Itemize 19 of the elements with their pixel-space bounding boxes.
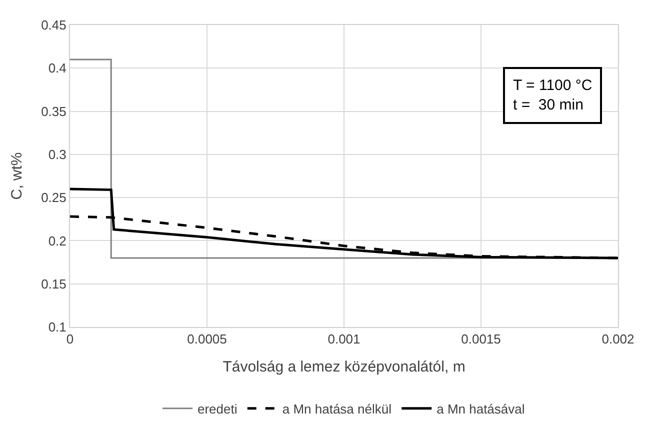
y-tick-label: 0.1 [48, 320, 66, 335]
legend-label: a Mn hatása nélkül [282, 401, 392, 416]
x-tick-label: 0.002 [602, 332, 634, 347]
legend-label: a Mn hatásával [436, 401, 525, 416]
y-tick-label: 0.25 [41, 190, 66, 206]
annotation: T = 1100 °C t = 30 min [513, 77, 592, 114]
x-axis-title: Távolság a lemez középvonalától, m [222, 358, 466, 376]
y-tick-label: 0.3 [48, 146, 66, 162]
y-tick-label: 0.4 [48, 60, 66, 76]
x-tick-label: 0 [66, 332, 74, 347]
y-tick-label: 0.45 [41, 18, 66, 33]
legend-label: eredeti [198, 401, 238, 416]
y-axis-title: C, wt% [8, 152, 26, 200]
x-tick-label: 0.001 [328, 332, 360, 347]
x-tick-label: 0.0015 [461, 332, 501, 347]
y-tick-label: 0.15 [41, 276, 66, 292]
x-tick-label: 0.0005 [187, 332, 227, 347]
y-tick-label: 0.2 [48, 233, 66, 248]
y-tick-label: 0.35 [41, 104, 66, 119]
